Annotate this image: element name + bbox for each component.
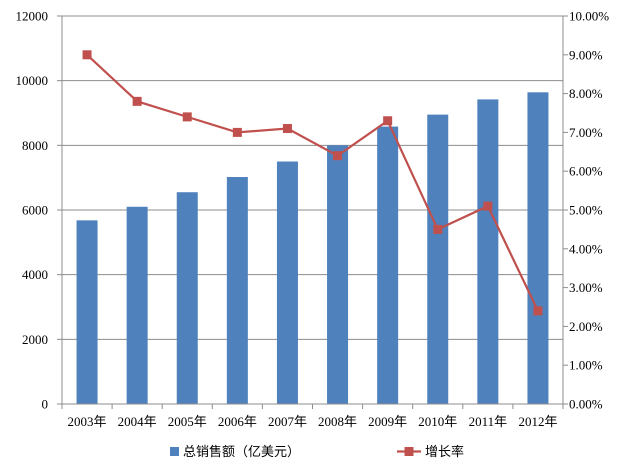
right-tick-label: 4.00% [569, 241, 603, 256]
x-tick-label: 2008年 [318, 414, 357, 429]
left-tick-label: 10000 [16, 73, 49, 88]
bar [126, 206, 148, 404]
left-axis-ticks: 0 2000 4000 6000 8000 10000 12000 [16, 9, 49, 412]
right-tick-label: 2.00% [569, 319, 603, 334]
line-marker [333, 151, 343, 161]
bar [176, 192, 198, 404]
line-marker [82, 50, 92, 60]
axes [57, 15, 568, 409]
line-marker [433, 224, 443, 234]
legend-line-label: 增长率 [425, 444, 464, 460]
x-tick-label: 2012年 [518, 414, 557, 429]
right-tick-label: 5.00% [569, 203, 603, 218]
legend-line-marker [404, 447, 414, 456]
right-tick-label: 8.00% [569, 86, 603, 101]
x-tick-label: 2009年 [368, 414, 407, 429]
legend: 总销售额（亿美元） 增长率 [170, 444, 464, 460]
bar-series [76, 92, 549, 405]
line-marker [232, 127, 242, 137]
bar [327, 145, 349, 405]
line-marker [132, 96, 142, 106]
line-marker [282, 124, 292, 134]
x-tick-label: 2006年 [218, 414, 257, 429]
line-marker [533, 306, 543, 316]
right-tick-label: 7.00% [569, 125, 603, 140]
bar [527, 92, 549, 404]
right-tick-label: 3.00% [569, 280, 603, 295]
x-tick-label: 2005年 [168, 414, 207, 429]
line-marker [383, 116, 393, 126]
right-tick-label: 1.00% [569, 358, 603, 373]
right-tick-label: 9.00% [569, 47, 603, 62]
left-tick-label: 4000 [22, 267, 48, 282]
legend-bar-swatch [170, 447, 179, 456]
bar [427, 114, 449, 404]
bar [377, 126, 399, 404]
x-axis-ticks: 2003年 2004年 2005年 2006年 2007年 2008年 2009年 2010年… [68, 414, 558, 429]
left-tick-label: 6000 [22, 203, 48, 218]
left-tick-label: 12000 [16, 9, 49, 24]
line-marker [483, 201, 493, 211]
legend-bar-label: 总销售额（亿美元） [183, 444, 300, 460]
bar [76, 220, 98, 404]
left-tick-label: 8000 [22, 138, 48, 153]
x-tick-label: 2011年 [469, 414, 508, 429]
x-tick-label: 2004年 [118, 414, 157, 429]
line-series [82, 50, 543, 316]
line-marker [182, 112, 192, 122]
bar [276, 161, 298, 404]
right-tick-label: 6.00% [569, 164, 603, 179]
right-tick-label: 10.00% [569, 9, 609, 24]
right-tick-label: 0.00% [569, 397, 603, 412]
bar [226, 177, 248, 404]
x-tick-label: 2003年 [68, 414, 107, 429]
x-tick-label: 2007年 [268, 414, 307, 429]
bar [477, 99, 499, 405]
growth-line [86, 53, 539, 312]
left-tick-label: 2000 [22, 332, 48, 347]
left-tick-label: 0 [42, 397, 49, 412]
right-axis-ticks: 0.00% 1.00% 2.00% 3.00% 4.00% 5.00% 6.00% 7.00%… [569, 9, 609, 412]
x-tick-label: 2010年 [418, 414, 457, 429]
